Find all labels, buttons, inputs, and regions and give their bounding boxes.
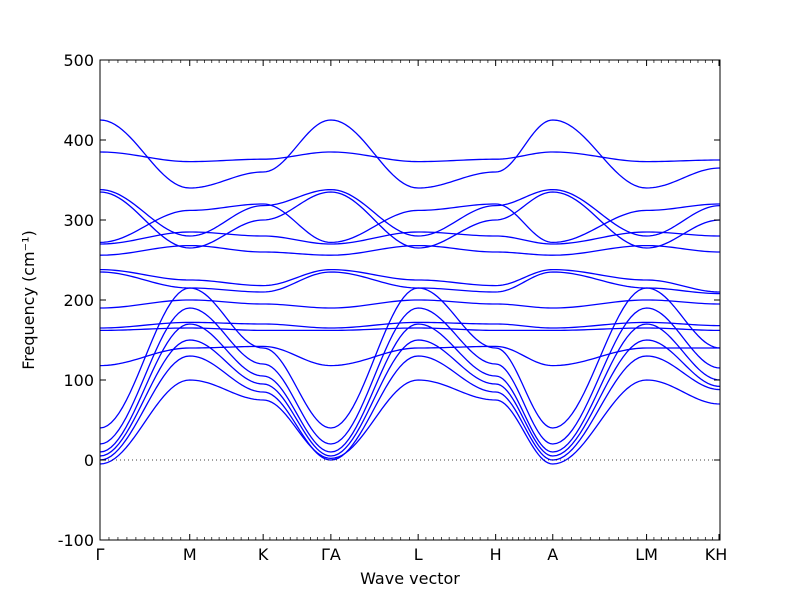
y-axis: -100 0 100 200 300 400 500: [58, 51, 720, 550]
x-tick-label: LM: [635, 545, 658, 564]
x-axis: Γ M K ΓA L H A LM KH: [96, 60, 728, 564]
band-line: [99, 268, 721, 293]
y-tick-label: 200: [63, 291, 94, 310]
x-tick-label: KH: [705, 545, 728, 564]
band-line: [99, 345, 720, 367]
band-line: [99, 339, 721, 457]
band-line: [99, 379, 721, 465]
x-tick-label: L: [414, 545, 423, 564]
y-tick-label: -100: [58, 531, 94, 550]
band-line: [99, 231, 721, 245]
band-line: [99, 203, 721, 244]
band-line: [99, 119, 721, 189]
band-line: [99, 327, 721, 332]
x-axis-label: Wave vector: [360, 569, 460, 588]
band-line: [99, 299, 721, 309]
band-line: [99, 287, 721, 429]
band-line: [99, 151, 721, 163]
y-tick-label: 100: [63, 371, 94, 390]
x-tick-label: K: [258, 545, 269, 564]
band-line: [99, 244, 721, 256]
band-line: [99, 191, 721, 249]
band-lines: [99, 119, 721, 465]
x-tick-label: H: [490, 545, 502, 564]
band-line: [99, 323, 721, 453]
y-tick-label: 0: [84, 451, 94, 470]
band-line: [99, 188, 721, 237]
y-tick-label: 400: [63, 131, 94, 150]
x-tick-label: M: [183, 545, 197, 564]
y-tick-label: 500: [63, 51, 94, 70]
band-line: [99, 307, 721, 445]
band-line: [99, 355, 721, 461]
x-tick-label: A: [547, 545, 558, 564]
x-tick-label: ΓA: [321, 545, 341, 564]
y-axis-label: Frequency (cm⁻¹): [19, 230, 38, 369]
y-tick-label: 300: [63, 211, 94, 230]
x-tick-label: Γ: [96, 545, 105, 564]
